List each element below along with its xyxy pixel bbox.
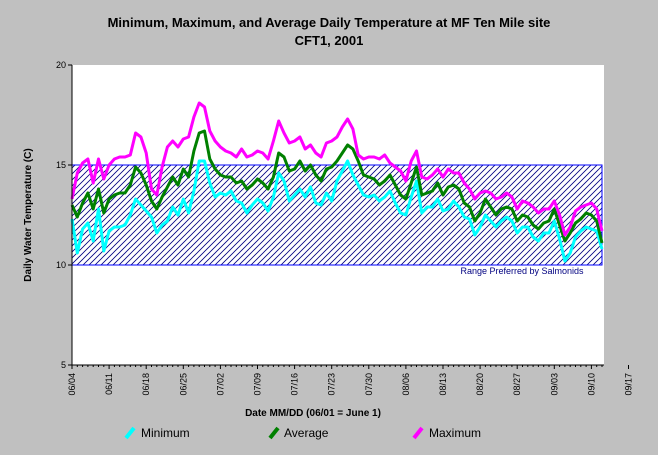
series-line-minimum: [70, 159, 604, 263]
series-layer: [70, 101, 604, 263]
y-tick-label: 10: [56, 260, 66, 270]
legend-swatch-minimum: [124, 426, 136, 440]
x-tick-label: 08/06: [401, 373, 411, 396]
y-tick-label: 20: [56, 60, 66, 70]
legend-item-average: Average: [268, 426, 329, 440]
y-ticks: 5 10 15 20: [56, 60, 72, 370]
legend-swatch-average: [268, 426, 280, 440]
x-tick-label: 07/09: [253, 373, 263, 396]
band-label: Range Preferred by Salmonids: [460, 266, 584, 276]
y-tick-label: 15: [56, 160, 66, 170]
legend-label-average: Average: [284, 426, 329, 440]
series-line-average: [70, 129, 604, 244]
x-axis-label: Date MM/DD (06/01 = June 1): [245, 408, 381, 419]
x-tick-label: 07/16: [290, 373, 300, 396]
x-tick-label: 09/10: [586, 373, 596, 396]
x-tick-label: 06/18: [141, 373, 151, 396]
series-line-maximum: [70, 101, 604, 237]
x-tick-label: 09/03: [549, 373, 559, 396]
x-tick-label: 08/13: [438, 373, 448, 396]
legend: Minimum Average Maximum: [124, 426, 481, 440]
legend-item-minimum: Minimum: [124, 426, 190, 440]
chart-title: Minimum, Maximum, and Average Daily Temp…: [108, 15, 551, 30]
x-tick-label: 06/25: [178, 373, 188, 396]
x-tick-label: 07/02: [215, 373, 225, 396]
x-tick-label: 06/04: [67, 373, 77, 396]
y-tick-label: 5: [61, 360, 66, 370]
legend-swatch-maximum: [412, 426, 424, 440]
x-tick-label: 07/23: [327, 373, 337, 396]
x-ticks: 06/04 06/11 06/18 06/25 07/02 07/09 07/16 07/23…: [67, 365, 634, 396]
chart-subtitle: CFT1, 2001: [295, 33, 364, 48]
x-tick-label: 07/30: [364, 373, 374, 396]
legend-label-minimum: Minimum: [141, 426, 190, 440]
y-axis-label: Daily Water Temperature (C): [23, 148, 34, 281]
x-tick-label: 08/20: [475, 373, 485, 396]
legend-label-maximum: Maximum: [429, 426, 481, 440]
x-tick-label: 08/27: [512, 373, 522, 396]
legend-item-maximum: Maximum: [412, 426, 481, 440]
x-tick-label: 06/11: [104, 373, 114, 395]
x-tick-label: 09/17: [624, 373, 634, 396]
